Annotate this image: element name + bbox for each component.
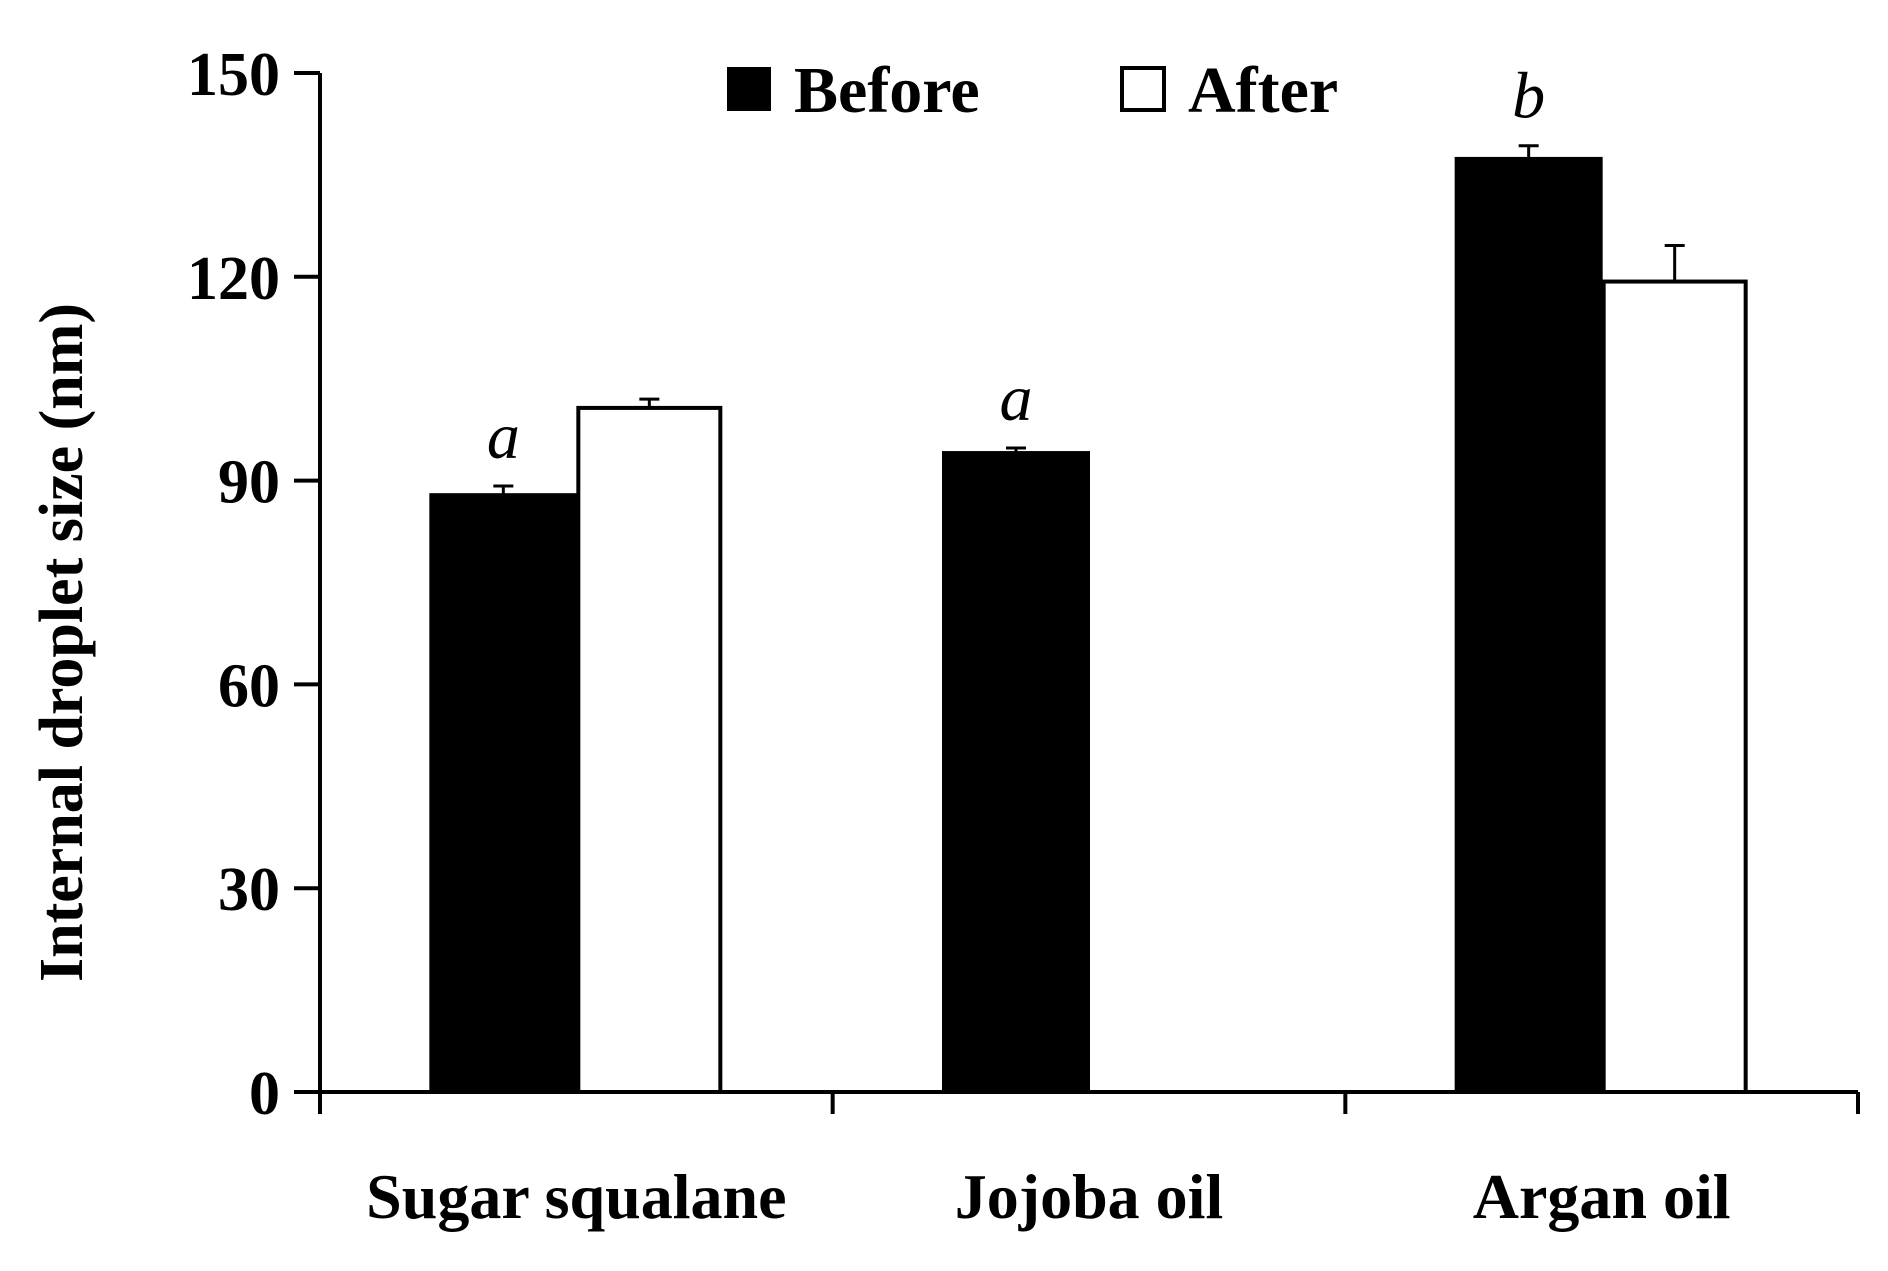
legend: Before After — [727, 54, 1338, 127]
y-tick-label: 0 — [249, 1060, 280, 1128]
bar-after-2 — [1601, 279, 1748, 1094]
x-category-label: Jojoba oil — [955, 1161, 1223, 1232]
bars — [429, 144, 1748, 1095]
bar-before-0 — [429, 493, 578, 1094]
y-tick-label: 120 — [187, 245, 280, 313]
y-axis-title: Internal droplet size (nm) — [28, 303, 96, 982]
bar-before-1 — [942, 451, 1090, 1093]
significance-letter: a — [487, 400, 520, 473]
x-category-label: Argan oil — [1473, 1161, 1731, 1232]
x-category-label: Sugar squalane — [366, 1161, 786, 1232]
bar-after-0 — [576, 405, 723, 1095]
y-tick-label: 90 — [218, 449, 280, 517]
legend-swatch-after — [1120, 66, 1166, 112]
y-tick-label: 150 — [187, 41, 280, 109]
legend-swatch-before — [727, 67, 771, 111]
legend-label-before: Before — [794, 54, 980, 127]
significance-letter: b — [1512, 60, 1545, 133]
y-tick-label: 30 — [218, 856, 280, 924]
labels: 0 30 60 90 120 150 Sugar squalane Jojoba oil Arg… — [28, 41, 1731, 1232]
y-tick-label: 60 — [218, 652, 280, 720]
legend-label-after: After — [1188, 54, 1338, 127]
bar-before-2 — [1454, 156, 1603, 1093]
significance-letter: a — [1000, 362, 1033, 435]
